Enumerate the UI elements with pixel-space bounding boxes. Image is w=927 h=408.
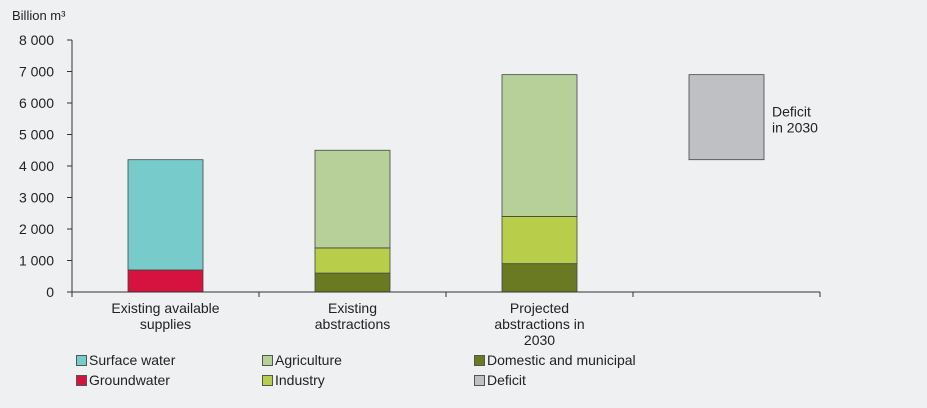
y-tick-label: 0 [46,284,54,300]
deficit-annotation: Deficit [772,104,811,120]
y-tick-label: 6 000 [19,95,54,111]
y-tick-label: 1 000 [19,253,54,269]
y-tick-label: 4 000 [19,158,54,174]
y-tick-label: 8 000 [19,32,54,48]
legend-swatch-agriculture [262,354,273,366]
x-tick-label: abstractions [315,316,390,332]
bar-segment-surface-water [127,159,204,271]
legend-item-deficit: Deficit [474,372,526,388]
legend-swatch-groundwater [76,374,87,386]
y-tick-label: 5 000 [19,127,54,143]
x-tick-label: Projected [510,300,569,316]
legend-swatch-domestic-and-municipal [474,354,485,366]
bar-segment-agriculture [501,74,578,217]
deficit-annotation: in 2030 [772,120,818,136]
legend-label-industry: Industry [275,372,325,388]
legend-swatch-surface-water [76,354,87,366]
legend-label-deficit: Deficit [487,372,526,388]
legend-item-industry: Industry [262,372,325,388]
bar-segment-agriculture [314,149,391,249]
y-tick-label: 3 000 [19,190,54,206]
x-tick-label: Existing [328,300,377,316]
legend-item-domestic-and-municipal: Domestic and municipal [474,352,636,368]
legend-label-surface-water: Surface water [89,352,176,368]
bar-segment-domestic-and-municipal [501,263,578,293]
legend-swatch-industry [262,374,273,386]
legend-label-domestic-and-municipal: Domestic and municipal [487,352,636,368]
legend-label-agriculture: Agriculture [275,352,342,368]
legend-item-surface-water: Surface water [76,352,175,368]
bar-segment-domestic-and-municipal [314,272,391,293]
x-tick-label: supplies [140,316,191,332]
y-tick-label: 7 000 [19,64,54,80]
legend-label-groundwater: Groundwater [89,372,170,388]
legend-swatch-deficit [474,374,485,386]
legend-item-groundwater: Groundwater [76,372,170,388]
x-tick-label: 2030 [524,332,555,348]
legend-item-agriculture: Agriculture [262,352,342,368]
bar-segment-groundwater [127,269,204,293]
bar-segment-deficit [688,74,765,161]
bar-segment-industry [314,247,391,274]
x-tick-label: abstractions in [494,316,584,332]
bar-segment-industry [501,215,578,265]
y-tick-label: 2 000 [19,221,54,237]
stacked-bar-chart: Billion m³ 0 1 000 2 000 3 000 4 000 5 000 6 00… [12,8,821,348]
y-axis-label: Billion m³ [12,8,66,23]
x-tick-label: Existing available [111,300,219,316]
